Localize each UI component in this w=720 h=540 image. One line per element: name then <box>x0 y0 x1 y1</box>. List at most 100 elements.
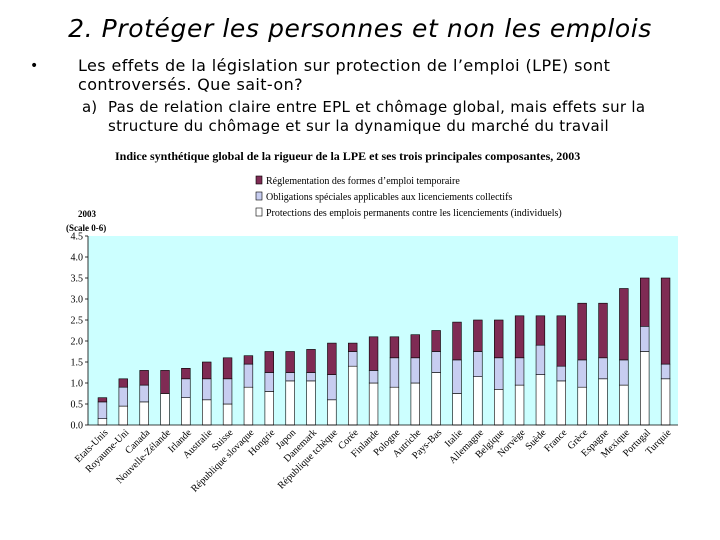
legend-swatch <box>255 175 263 185</box>
bar-segment-temporary <box>410 334 420 359</box>
bar-segment-temporary <box>181 368 191 380</box>
bar-segment-collective <box>598 357 608 380</box>
bar-segment-individual <box>452 393 462 426</box>
y-tick-label: 1.0 <box>71 379 84 390</box>
bar-segment-temporary <box>640 277 650 327</box>
bar-segment-individual <box>577 386 587 426</box>
bar-segment-collective <box>535 344 546 375</box>
bar-segment-temporary <box>264 351 274 373</box>
slide-title: 2. Protéger les personnes et non les emp… <box>68 14 652 43</box>
bullet-marker: • <box>30 58 39 74</box>
bar-segment-individual <box>160 393 170 426</box>
bar-segment-individual <box>368 382 379 426</box>
bar-segment-collective <box>285 372 295 382</box>
bar-segment-collective <box>431 351 441 373</box>
bar-segment-temporary <box>389 336 400 359</box>
bar-segment-collective <box>118 386 128 407</box>
legend-swatch <box>255 191 263 201</box>
bar-segment-individual <box>348 365 358 426</box>
bar-segment-individual <box>327 399 337 426</box>
bar-segment-temporary <box>577 302 587 361</box>
bar-segment-collective <box>514 357 525 386</box>
y-tick-label: 3.5 <box>71 274 84 285</box>
bar-segment-collective <box>410 357 420 384</box>
bar-segment-collective <box>577 359 587 388</box>
bar-segment-individual <box>598 378 608 426</box>
bar-segment-collective <box>139 384 149 403</box>
bar-segment-temporary <box>306 349 316 373</box>
bar-segment-collective <box>619 359 629 386</box>
bar-segment-individual <box>181 397 191 426</box>
legend-label: Protections des emplois permanents contr… <box>266 208 562 219</box>
bar-segment-individual <box>410 382 420 426</box>
bar-segment-temporary <box>556 315 566 367</box>
bar-segment-collective <box>181 378 191 399</box>
bar-segment-individual <box>306 380 316 426</box>
y-tick-label: 1.5 <box>71 358 84 369</box>
bar-segment-individual <box>285 380 295 426</box>
bar-segment-individual <box>473 376 483 426</box>
bar-segment-temporary <box>160 370 170 394</box>
y-tick-label: 3.0 <box>71 295 84 306</box>
bar-segment-collective <box>97 401 108 419</box>
main-point-text: Les effets de la législation sur protect… <box>78 56 611 94</box>
legend-label: Obligations spéciales applicables aux li… <box>266 192 512 203</box>
bar-segment-collective <box>202 378 212 401</box>
y-tick-label: 4.0 <box>71 253 84 264</box>
bar-segment-temporary <box>535 315 546 346</box>
bar-segment-collective <box>348 351 358 367</box>
bar-segment-collective <box>368 370 379 384</box>
y-tick-label: 4.5 <box>71 232 84 243</box>
bar-segment-collective <box>222 378 233 405</box>
bar-segment-temporary <box>97 397 108 403</box>
bar-segment-individual <box>97 418 108 426</box>
y-tick-label: 0.5 <box>71 400 84 411</box>
y-axis-sublabel: (Scale 0-6) <box>66 223 106 233</box>
bar-segment-individual <box>431 372 441 426</box>
x-tick-label: France <box>542 427 569 454</box>
bar-segment-temporary <box>285 351 295 373</box>
bar-segment-temporary <box>473 319 483 352</box>
bar-segment-temporary <box>327 342 337 375</box>
bar-segment-collective <box>389 357 400 388</box>
bar-segment-temporary <box>514 315 525 359</box>
bar-segment-temporary <box>348 342 358 352</box>
y-tick-label: 0.0 <box>71 421 84 432</box>
plot-area <box>88 236 678 425</box>
y-tick-label: 2.5 <box>71 316 84 327</box>
bar-segment-individual <box>118 405 128 426</box>
stacked-bar-chart: Indice synthétique global de la rigueur … <box>66 149 678 495</box>
bar-segment-temporary <box>452 321 462 361</box>
bar-segment-individual <box>389 386 400 426</box>
bars <box>97 277 671 426</box>
bar-segment-collective <box>243 363 254 388</box>
bar-segment-collective <box>556 365 566 382</box>
legend-label: Réglementation des formes d’emploi tempo… <box>266 176 460 187</box>
bar-segment-temporary <box>139 370 149 386</box>
bar-segment-individual <box>202 399 212 426</box>
legend-swatch <box>255 207 263 217</box>
bar-segment-individual <box>264 391 274 426</box>
bar-segment-individual <box>640 351 650 426</box>
bar-segment-temporary <box>598 302 608 359</box>
bar-segment-individual <box>619 384 629 426</box>
y-tick-label: 2.0 <box>71 337 84 348</box>
bar-segment-temporary <box>619 288 629 361</box>
bar-segment-collective <box>452 359 462 394</box>
bar-segment-temporary <box>222 357 233 380</box>
bar-segment-temporary <box>494 319 504 359</box>
bar-segment-collective <box>306 372 316 382</box>
bar-segment-collective <box>660 363 671 380</box>
bar-segment-temporary <box>431 330 441 352</box>
bar-segment-temporary <box>202 361 212 380</box>
bar-segment-collective <box>327 374 337 401</box>
bar-segment-temporary <box>368 336 379 371</box>
bar-segment-individual <box>535 374 546 426</box>
bar-segment-collective <box>264 372 274 392</box>
bar-segment-individual <box>514 384 525 426</box>
bar-segment-collective <box>640 326 650 352</box>
bar-segment-individual <box>139 401 149 426</box>
bar-segment-collective <box>494 357 504 390</box>
bar-segment-individual <box>660 378 671 426</box>
y-axis-label: 2003 <box>78 209 97 219</box>
